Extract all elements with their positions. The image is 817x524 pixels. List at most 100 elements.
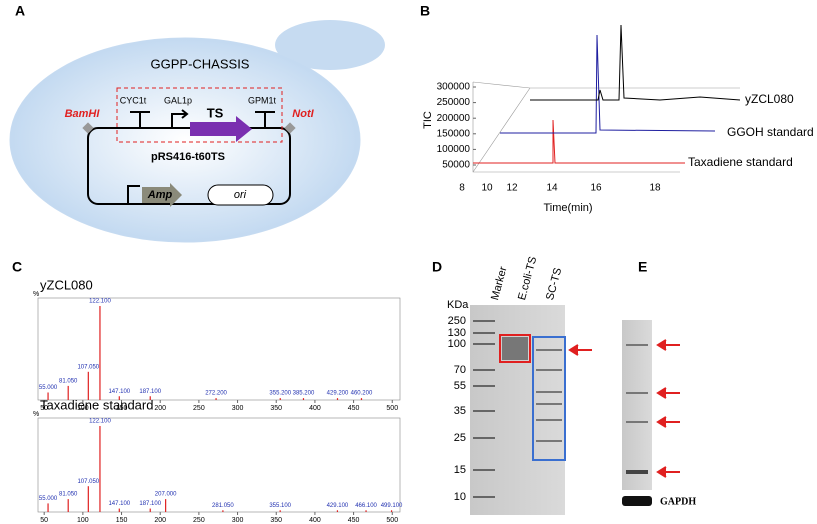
y-unit: % — [33, 411, 39, 418]
peak-label: 81.050 — [59, 492, 78, 498]
lane-label: E.coli-TS — [516, 255, 539, 301]
x-tick-label: 400 — [309, 405, 321, 412]
peak-label: 499.100 — [381, 503, 403, 509]
peak-label: 429.200 — [327, 391, 349, 397]
y-unit: % — [33, 291, 39, 298]
bands — [626, 344, 648, 474]
x-tick-label: 18 — [649, 183, 661, 194]
promoter — [171, 109, 189, 128]
lane-label: SC-TS — [544, 267, 564, 302]
marker-label: 70 — [454, 364, 466, 376]
trace — [500, 34, 716, 134]
x-tick-label: 200 — [154, 517, 166, 524]
panel-label: D — [432, 259, 442, 275]
x-tick-label: 250 — [193, 405, 205, 412]
y-tick-label: 50000 — [442, 160, 470, 171]
marker-bands — [473, 320, 495, 498]
gel — [622, 320, 652, 490]
panel-label: E — [638, 259, 647, 275]
x-tick-label: 14 — [546, 183, 558, 194]
marker-label: 25 — [454, 432, 466, 444]
legend-label: yZCL080 — [745, 92, 794, 106]
peak-label: 272.200 — [205, 391, 227, 397]
spectrum-title: yZCL080 — [40, 277, 93, 292]
peak-label: 107.050 — [77, 364, 99, 370]
peak-label: 429.100 — [327, 503, 349, 509]
plot-frame — [37, 417, 401, 513]
x-tick-label: 250 — [193, 517, 205, 524]
panel-label: A — [15, 3, 25, 19]
trace — [530, 24, 741, 101]
part-label: ori — [234, 189, 247, 201]
highlight-box — [499, 334, 531, 363]
peak-label: 466.100 — [355, 503, 377, 509]
peak-label: 81.050 — [59, 378, 78, 384]
peak-label: 147.100 — [108, 501, 130, 507]
marker-label: 55 — [454, 380, 466, 392]
bud — [275, 20, 385, 70]
arrow — [568, 344, 592, 356]
sc-bands — [536, 349, 562, 442]
peak-label: 187.100 — [139, 501, 161, 507]
part-label: GPM1t — [248, 95, 277, 105]
y-tick-label: 250000 — [437, 97, 471, 108]
peak-label: 281.050 — [212, 503, 234, 509]
peak-label: 187.100 — [139, 389, 161, 395]
arrows — [656, 339, 680, 478]
x-tick-label: 200 — [154, 405, 166, 412]
marker-label: 100 — [448, 338, 466, 350]
legend-label: Taxadiene standard — [688, 155, 793, 169]
axis-label: TIC — [422, 111, 434, 129]
ts-gene — [190, 116, 252, 142]
axis-label: Time(min) — [543, 202, 592, 214]
site-label: BamHI — [65, 108, 101, 120]
peak-label: 460.200 — [351, 391, 373, 397]
peak-label: 55.000 — [39, 385, 58, 391]
peak-label: 55.000 — [39, 496, 58, 502]
legend-label: GGOH standard — [727, 125, 814, 139]
x-tick-label: 8 — [459, 183, 465, 194]
panel-label: B — [420, 3, 430, 19]
band — [502, 337, 528, 360]
marker-label: 130 — [448, 327, 466, 339]
promoter — [127, 185, 140, 204]
peak-label: 147.100 — [108, 389, 130, 395]
marker-label: 250 — [448, 315, 466, 327]
x-tick-label: 350 — [270, 517, 282, 524]
terminator — [255, 111, 275, 128]
amp-gene — [142, 183, 182, 207]
peak-label: 207.000 — [155, 492, 177, 498]
marker-label: 15 — [454, 464, 466, 476]
x-tick-label: 12 — [506, 183, 518, 194]
x-tick-label: 400 — [309, 517, 321, 524]
x-tick-label: 100 — [77, 517, 89, 524]
x-tick-label: 450 — [348, 517, 360, 524]
axis-frame — [472, 81, 740, 173]
kda-label: KDa — [447, 299, 469, 311]
panel-label: C — [12, 259, 22, 275]
plasmid — [87, 127, 291, 205]
spectrum-title: Taxadiene standard — [40, 397, 153, 412]
marker-label: 35 — [454, 405, 466, 417]
gapdh-band — [622, 496, 652, 506]
part-label: Amp — [147, 189, 173, 201]
terminator — [130, 111, 150, 128]
x-tick-label: 150 — [116, 405, 128, 412]
x-tick-label: 300 — [232, 517, 244, 524]
gapdh-label: GAPDH — [660, 496, 696, 507]
plasmid-label: pRS416-t60TS — [151, 151, 225, 163]
x-tick-label: 500 — [386, 517, 398, 524]
x-tick-label: 300 — [232, 405, 244, 412]
ori — [207, 184, 274, 206]
peak-label: 122.100 — [89, 299, 111, 305]
marker-label: 10 — [454, 491, 466, 503]
part-label: CYC1t — [120, 95, 147, 105]
y-tick-label: 200000 — [437, 113, 471, 124]
site-label: NotI — [292, 108, 314, 120]
x-tick-label: 500 — [386, 405, 398, 412]
highlight-box — [532, 336, 566, 461]
y-tick-label: 100000 — [437, 144, 471, 155]
part-label: TS — [207, 105, 224, 120]
x-tick-label: 350 — [270, 405, 282, 412]
